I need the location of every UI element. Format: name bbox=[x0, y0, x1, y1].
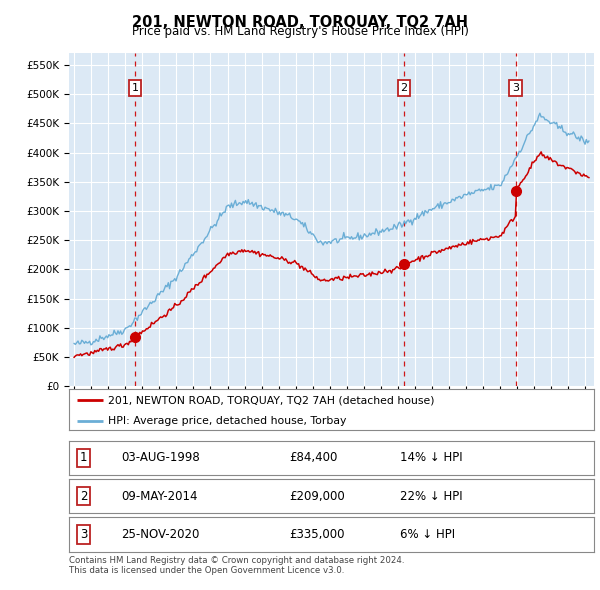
Text: 22% ↓ HPI: 22% ↓ HPI bbox=[400, 490, 463, 503]
Text: 25-NOV-2020: 25-NOV-2020 bbox=[121, 528, 200, 541]
Text: Contains HM Land Registry data © Crown copyright and database right 2024.
This d: Contains HM Land Registry data © Crown c… bbox=[69, 556, 404, 575]
Text: 1: 1 bbox=[80, 451, 88, 464]
Text: 3: 3 bbox=[80, 528, 88, 541]
Text: 201, NEWTON ROAD, TORQUAY, TQ2 7AH: 201, NEWTON ROAD, TORQUAY, TQ2 7AH bbox=[132, 15, 468, 30]
Text: 6% ↓ HPI: 6% ↓ HPI bbox=[400, 528, 455, 541]
Text: HPI: Average price, detached house, Torbay: HPI: Average price, detached house, Torb… bbox=[109, 416, 347, 426]
Text: 09-MAY-2014: 09-MAY-2014 bbox=[121, 490, 198, 503]
Text: 03-AUG-1998: 03-AUG-1998 bbox=[121, 451, 200, 464]
Text: £335,000: £335,000 bbox=[290, 528, 345, 541]
Text: 3: 3 bbox=[512, 83, 519, 93]
Text: £209,000: £209,000 bbox=[290, 490, 345, 503]
Text: 201, NEWTON ROAD, TORQUAY, TQ2 7AH (detached house): 201, NEWTON ROAD, TORQUAY, TQ2 7AH (deta… bbox=[109, 395, 435, 405]
Text: 2: 2 bbox=[400, 83, 407, 93]
Text: £84,400: £84,400 bbox=[290, 451, 338, 464]
Text: 1: 1 bbox=[131, 83, 139, 93]
Text: Price paid vs. HM Land Registry's House Price Index (HPI): Price paid vs. HM Land Registry's House … bbox=[131, 25, 469, 38]
Text: 2: 2 bbox=[80, 490, 88, 503]
Text: 14% ↓ HPI: 14% ↓ HPI bbox=[400, 451, 463, 464]
